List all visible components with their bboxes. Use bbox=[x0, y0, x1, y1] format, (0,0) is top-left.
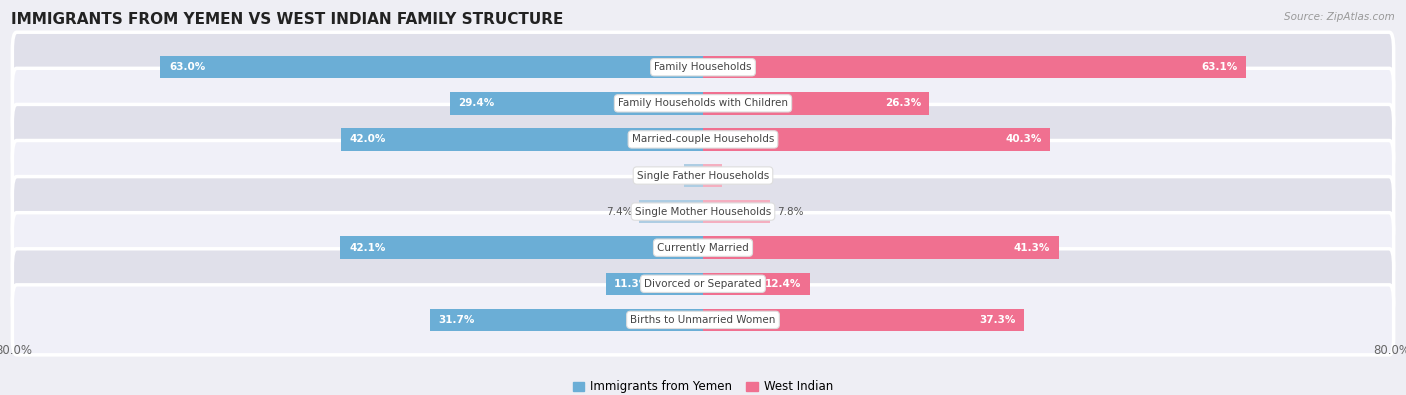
Bar bbox=[606, 273, 703, 295]
FancyBboxPatch shape bbox=[13, 213, 1393, 283]
FancyBboxPatch shape bbox=[13, 104, 1393, 175]
Text: 7.4%: 7.4% bbox=[606, 207, 633, 216]
Bar bbox=[703, 92, 929, 115]
Text: 7.8%: 7.8% bbox=[778, 207, 804, 216]
Text: 31.7%: 31.7% bbox=[439, 315, 475, 325]
FancyBboxPatch shape bbox=[13, 141, 1393, 211]
Text: Married-couple Households: Married-couple Households bbox=[631, 134, 775, 145]
Bar bbox=[703, 308, 1024, 331]
Text: 11.3%: 11.3% bbox=[614, 279, 651, 289]
FancyBboxPatch shape bbox=[13, 32, 1393, 102]
Text: 42.0%: 42.0% bbox=[350, 134, 387, 145]
Bar bbox=[703, 128, 1050, 150]
FancyBboxPatch shape bbox=[13, 285, 1393, 355]
Bar bbox=[450, 92, 703, 115]
Text: Divorced or Separated: Divorced or Separated bbox=[644, 279, 762, 289]
Text: Single Father Households: Single Father Households bbox=[637, 171, 769, 181]
Text: Family Households with Children: Family Households with Children bbox=[619, 98, 787, 108]
Text: 63.1%: 63.1% bbox=[1202, 62, 1237, 72]
Text: 12.4%: 12.4% bbox=[765, 279, 801, 289]
Text: IMMIGRANTS FROM YEMEN VS WEST INDIAN FAMILY STRUCTURE: IMMIGRANTS FROM YEMEN VS WEST INDIAN FAM… bbox=[11, 12, 564, 27]
Text: 41.3%: 41.3% bbox=[1014, 243, 1050, 253]
Bar bbox=[685, 164, 703, 187]
Text: Source: ZipAtlas.com: Source: ZipAtlas.com bbox=[1284, 12, 1395, 22]
Text: 42.1%: 42.1% bbox=[349, 243, 385, 253]
Bar bbox=[340, 237, 703, 259]
FancyBboxPatch shape bbox=[13, 68, 1393, 138]
Text: Births to Unmarried Women: Births to Unmarried Women bbox=[630, 315, 776, 325]
Bar bbox=[703, 237, 1059, 259]
Text: Single Mother Households: Single Mother Households bbox=[636, 207, 770, 216]
Text: Family Households: Family Households bbox=[654, 62, 752, 72]
Bar bbox=[703, 273, 810, 295]
Text: 29.4%: 29.4% bbox=[458, 98, 495, 108]
Bar bbox=[342, 128, 703, 150]
Text: Currently Married: Currently Married bbox=[657, 243, 749, 253]
Bar bbox=[640, 200, 703, 223]
Bar bbox=[703, 164, 721, 187]
FancyBboxPatch shape bbox=[13, 249, 1393, 319]
Text: 63.0%: 63.0% bbox=[169, 62, 205, 72]
Text: 2.2%: 2.2% bbox=[651, 171, 678, 181]
Text: 40.3%: 40.3% bbox=[1005, 134, 1042, 145]
Text: 26.3%: 26.3% bbox=[884, 98, 921, 108]
Legend: Immigrants from Yemen, West Indian: Immigrants from Yemen, West Indian bbox=[568, 376, 838, 395]
Bar bbox=[160, 56, 703, 79]
Text: 37.3%: 37.3% bbox=[979, 315, 1015, 325]
Bar bbox=[703, 200, 770, 223]
Bar bbox=[430, 308, 703, 331]
Bar bbox=[703, 56, 1246, 79]
FancyBboxPatch shape bbox=[13, 177, 1393, 246]
Text: 2.2%: 2.2% bbox=[728, 171, 755, 181]
